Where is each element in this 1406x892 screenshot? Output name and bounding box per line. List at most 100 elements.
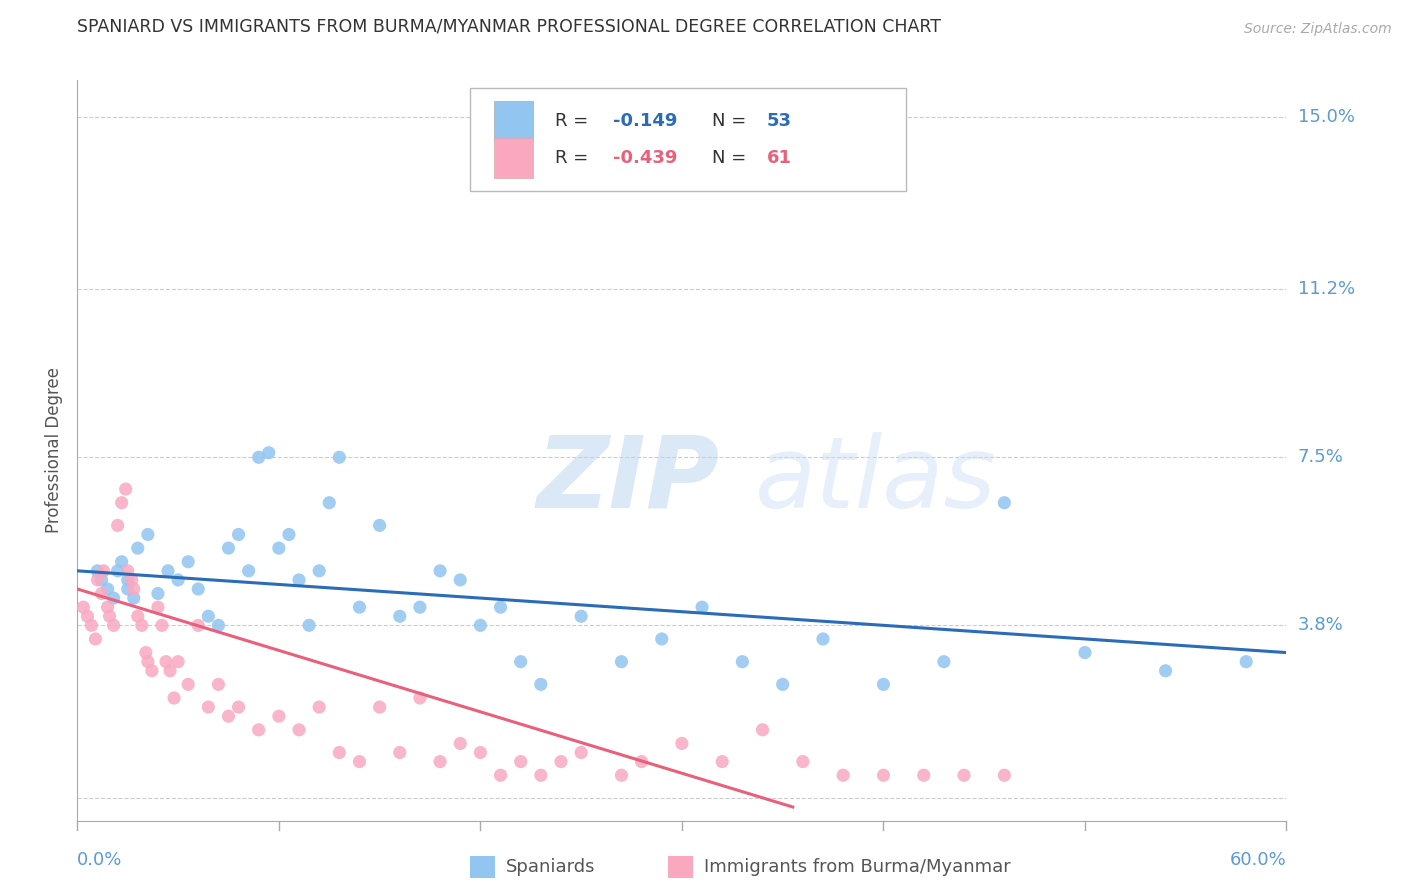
Point (90, 573, 112, 587)
Point (489, 768, 512, 782)
Point (449, 573, 471, 587)
Point (122, 582, 145, 596)
Point (993, 496, 1015, 510)
Point (136, 655, 159, 669)
Text: Spaniards: Spaniards (506, 858, 596, 876)
Point (530, 768, 553, 782)
Point (150, 618, 173, 632)
Text: R =: R = (555, 149, 593, 167)
Point (872, 677, 894, 691)
Point (86, 564, 108, 578)
Text: SPANIARD VS IMMIGRANTS FROM BURMA/MYANMAR PROFESSIONAL DEGREE CORRELATION CHART: SPANIARD VS IMMIGRANTS FROM BURMA/MYANMA… (77, 18, 942, 36)
Point (509, 755, 531, 769)
Point (141, 664, 163, 678)
FancyBboxPatch shape (495, 137, 533, 178)
Point (308, 700, 330, 714)
Point (368, 700, 391, 714)
Point (135, 646, 157, 660)
Point (489, 600, 512, 615)
Point (288, 573, 311, 587)
Text: N =: N = (713, 149, 752, 167)
Point (146, 600, 169, 615)
Point (610, 655, 633, 669)
Point (751, 723, 773, 737)
Point (177, 677, 200, 691)
Point (298, 618, 321, 632)
Point (84, 632, 107, 646)
Point (228, 700, 250, 714)
Point (207, 618, 229, 632)
Point (388, 746, 411, 760)
Point (1154, 664, 1177, 678)
Point (247, 723, 270, 737)
Point (157, 564, 180, 578)
Point (86, 573, 108, 587)
Point (409, 600, 432, 615)
Point (308, 564, 330, 578)
Point (429, 564, 451, 578)
Point (610, 768, 633, 782)
Point (90, 586, 112, 600)
Point (96, 600, 118, 615)
Point (177, 555, 200, 569)
Point (155, 655, 177, 669)
Point (530, 677, 553, 691)
Point (671, 736, 693, 750)
Point (368, 518, 391, 533)
Point (651, 632, 673, 646)
Point (167, 573, 190, 587)
Text: 15.0%: 15.0% (1298, 108, 1354, 126)
Y-axis label: Professional Degree: Professional Degree (45, 368, 63, 533)
Point (131, 618, 153, 632)
Point (711, 755, 734, 769)
Text: 60.0%: 60.0% (1230, 851, 1286, 869)
Point (127, 541, 149, 555)
Text: Immigrants from Burma/Myanmar: Immigrants from Burma/Myanmar (704, 858, 1011, 876)
Point (328, 450, 350, 465)
Point (550, 755, 572, 769)
Point (267, 709, 290, 723)
Point (187, 582, 209, 596)
Point (117, 564, 139, 578)
Point (288, 723, 311, 737)
Point (107, 564, 129, 578)
Point (569, 746, 592, 760)
FancyBboxPatch shape (470, 87, 905, 191)
Point (107, 518, 129, 533)
Point (811, 632, 834, 646)
Point (117, 582, 139, 596)
Text: N =: N = (713, 112, 752, 130)
Point (80, 618, 103, 632)
Point (218, 709, 240, 723)
Point (114, 482, 136, 496)
Point (349, 755, 371, 769)
Point (509, 655, 531, 669)
Text: 0.0%: 0.0% (77, 851, 122, 869)
Text: 7.5%: 7.5% (1298, 449, 1344, 467)
Point (328, 746, 350, 760)
Point (76, 609, 98, 624)
Point (103, 618, 125, 632)
Text: 61: 61 (766, 149, 792, 167)
Point (98, 609, 121, 624)
Point (792, 755, 814, 769)
Point (267, 541, 290, 555)
Point (690, 600, 713, 615)
Text: atlas: atlas (755, 432, 995, 529)
Point (912, 768, 935, 782)
Point (197, 700, 219, 714)
Point (470, 746, 492, 760)
Point (993, 768, 1015, 782)
Text: ZIP: ZIP (537, 432, 720, 529)
Point (872, 768, 894, 782)
Point (569, 609, 592, 624)
Point (238, 564, 260, 578)
Point (278, 527, 301, 541)
Point (163, 691, 186, 706)
Point (197, 609, 219, 624)
Text: -0.439: -0.439 (613, 149, 678, 167)
Point (218, 541, 240, 555)
Text: -0.149: -0.149 (613, 112, 678, 130)
Point (1234, 655, 1257, 669)
Point (111, 496, 134, 510)
